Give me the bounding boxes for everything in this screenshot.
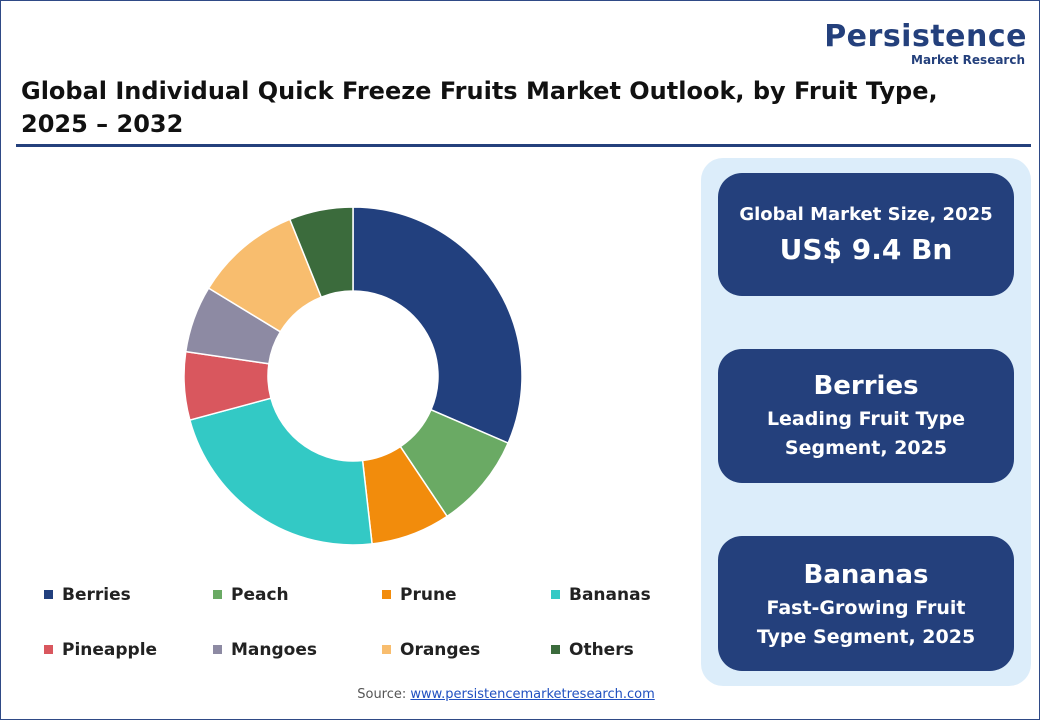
legend-swatch	[44, 645, 53, 654]
legend-label: Prune	[400, 585, 457, 605]
legend-label: Bananas	[569, 585, 651, 605]
legend-label: Oranges	[400, 640, 480, 660]
donut-slice	[288, 206, 354, 299]
logo-name: Persistence	[824, 19, 1027, 54]
legend-swatch	[44, 590, 53, 599]
donut-slice	[188, 397, 373, 546]
legend-swatch	[551, 590, 560, 599]
card: Berries Leading Fruit Type Segment, 2025	[718, 349, 1014, 483]
title-rule	[16, 144, 1031, 147]
legend-label: Mangoes	[231, 640, 317, 660]
card-value: Berries	[813, 371, 919, 401]
card-value: US$ 9.4 Bn	[779, 233, 953, 266]
logo-tagline: Market Research	[911, 53, 1025, 67]
legend-label: Others	[569, 640, 634, 660]
legend-label: Peach	[231, 585, 289, 605]
legend-swatch	[551, 645, 560, 654]
legend-label: Pineapple	[62, 640, 157, 660]
card-label: Leading Fruit Type Segment, 2025	[766, 408, 966, 459]
source: Source: www.persistencemarketresearch.co…	[1, 687, 1011, 702]
chart: Berries Peach Prune Bananas Pineapple Mangoes…	[44, 206, 651, 660]
source-label: Source:	[357, 687, 407, 702]
card-label: Global Market Size, 2025	[739, 204, 993, 225]
title: Global Individual Quick Freeze Fruits Ma…	[21, 77, 938, 138]
card: Global Market Size, 2025 US$ 9.4 Bn	[718, 173, 1014, 296]
legend-label: Berries	[62, 585, 131, 605]
card-value: Bananas	[803, 560, 929, 590]
legend-swatch	[213, 590, 222, 599]
legend-swatch	[382, 645, 391, 654]
donut-slice	[352, 206, 523, 445]
legend-swatch	[382, 590, 391, 599]
source-link[interactable]: www.persistencemarketresearch.com	[410, 687, 655, 702]
legend-swatch	[213, 645, 222, 654]
card-label: Fast-Growing Fruit Type Segment, 2025	[756, 597, 976, 648]
card: Bananas Fast-Growing Fruit Type Segment,…	[718, 536, 1014, 671]
